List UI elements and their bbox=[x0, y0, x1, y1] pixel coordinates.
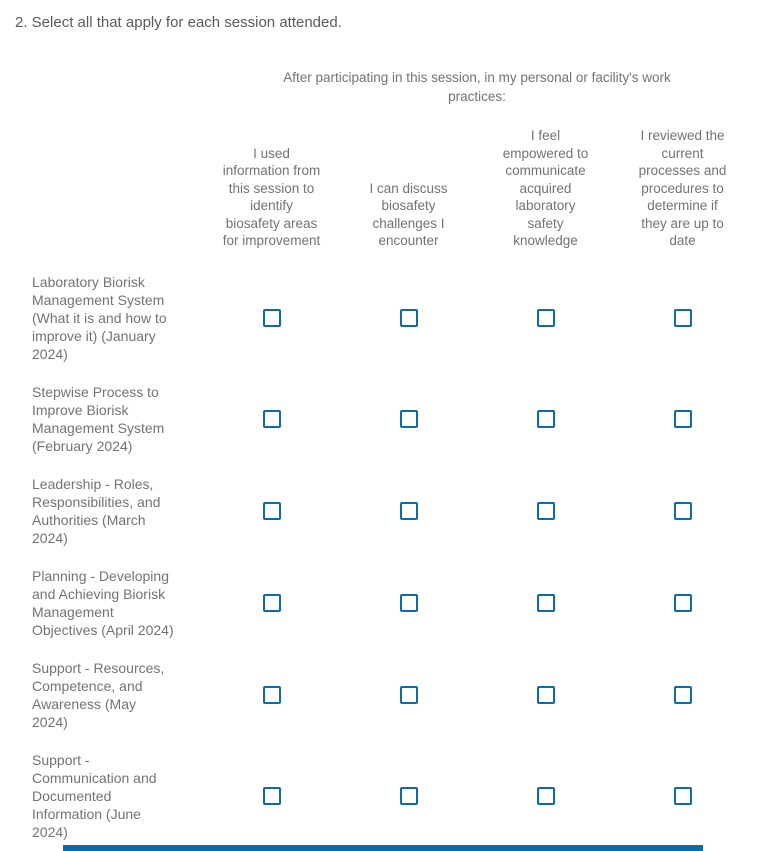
checkbox-row4-col1[interactable] bbox=[262, 593, 281, 612]
session-label-6: Support - Communication and Documented I… bbox=[32, 751, 157, 840]
checkbox-row2-col4[interactable] bbox=[673, 409, 692, 428]
checkbox-row4-col3[interactable] bbox=[536, 593, 555, 612]
checkbox-cell bbox=[203, 751, 340, 841]
session-label-2: Stepwise Process to Improve Biorisk Mana… bbox=[32, 383, 165, 454]
column-header-3: I feel empowered to communicate acquired… bbox=[502, 128, 589, 248]
checkbox-cell bbox=[614, 475, 751, 547]
checkbox-cell bbox=[340, 659, 477, 731]
checkbox-row5-col1[interactable] bbox=[262, 685, 281, 704]
checkbox-cell bbox=[203, 567, 340, 639]
checkbox-cell bbox=[477, 383, 614, 455]
checkbox-row3-col3[interactable] bbox=[536, 501, 555, 520]
session-label-5: Support - Resources, Competence, and Awa… bbox=[32, 659, 165, 730]
matrix-row-4: Planning - Developing and Achieving Bior… bbox=[32, 567, 768, 639]
checkbox-cell bbox=[203, 383, 340, 455]
checkbox-cell bbox=[340, 751, 477, 841]
checkbox-row5-col4[interactable] bbox=[673, 685, 692, 704]
checkbox-cell bbox=[614, 659, 751, 731]
session-label-4: Planning - Developing and Achieving Bior… bbox=[32, 567, 174, 638]
checkbox-cell bbox=[340, 273, 477, 363]
checkbox-cell bbox=[340, 475, 477, 547]
checkbox-cell bbox=[614, 751, 751, 841]
checkbox-cell bbox=[203, 475, 340, 547]
matrix-row-6: Support - Communication and Documented I… bbox=[32, 751, 768, 841]
session-label-3: Leadership - Roles, Responsibilities, an… bbox=[32, 475, 161, 546]
column-header-4: I reviewed the current processes and pro… bbox=[638, 128, 727, 248]
checkbox-row2-col1[interactable] bbox=[262, 409, 281, 428]
column-header-1: I used information from this session to … bbox=[222, 145, 321, 249]
checkbox-row3-col4[interactable] bbox=[673, 501, 692, 520]
checkbox-row1-col1[interactable] bbox=[262, 308, 281, 327]
checkbox-row6-col4[interactable] bbox=[673, 786, 692, 805]
checkbox-row3-col2[interactable] bbox=[399, 501, 418, 520]
checkbox-row4-col2[interactable] bbox=[399, 593, 418, 612]
checkbox-cell bbox=[340, 383, 477, 455]
checkbox-row1-col4[interactable] bbox=[673, 308, 692, 327]
checkbox-row4-col4[interactable] bbox=[673, 593, 692, 612]
column-header-2: I can discuss biosafety challenges I enc… bbox=[369, 180, 448, 249]
checkbox-cell bbox=[203, 273, 340, 363]
checkbox-row3-col1[interactable] bbox=[262, 501, 281, 520]
checkbox-cell bbox=[203, 659, 340, 731]
checkbox-cell bbox=[477, 659, 614, 731]
matrix-row-1: Laboratory Biorisk Management System (Wh… bbox=[32, 273, 768, 363]
checkbox-cell bbox=[477, 567, 614, 639]
corner-spacer bbox=[32, 68, 203, 106]
next-element-partial bbox=[63, 845, 703, 851]
session-label-1: Laboratory Biorisk Management System (Wh… bbox=[32, 273, 167, 362]
checkbox-cell bbox=[477, 475, 614, 547]
checkbox-cell bbox=[614, 273, 751, 363]
checkbox-cell bbox=[477, 751, 614, 841]
matrix-row-2: Stepwise Process to Improve Biorisk Mana… bbox=[32, 383, 768, 455]
matrix-header-row: I used information from this session to … bbox=[32, 127, 768, 250]
checkbox-cell bbox=[614, 383, 751, 455]
corner-spacer bbox=[32, 127, 203, 250]
checkbox-cell bbox=[340, 567, 477, 639]
checkbox-row6-col3[interactable] bbox=[536, 786, 555, 805]
checkbox-row6-col2[interactable] bbox=[399, 786, 418, 805]
checkbox-row1-col2[interactable] bbox=[399, 308, 418, 327]
matrix-table: After participating in this session, in … bbox=[32, 68, 768, 841]
question-title: 2. Select all that apply for each sessio… bbox=[15, 14, 342, 31]
checkbox-cell bbox=[614, 567, 751, 639]
matrix-row-5: Support - Resources, Competence, and Awa… bbox=[32, 659, 768, 731]
checkbox-row5-col2[interactable] bbox=[399, 685, 418, 704]
matrix-row-3: Leadership - Roles, Responsibilities, an… bbox=[32, 475, 768, 547]
checkbox-row5-col3[interactable] bbox=[536, 685, 555, 704]
checkbox-row1-col3[interactable] bbox=[536, 308, 555, 327]
checkbox-row2-col3[interactable] bbox=[536, 409, 555, 428]
checkbox-row6-col1[interactable] bbox=[262, 786, 281, 805]
checkbox-row2-col2[interactable] bbox=[399, 409, 418, 428]
checkbox-cell bbox=[477, 273, 614, 363]
matrix-statement-row: After participating in this session, in … bbox=[32, 68, 768, 106]
matrix-statement: After participating in this session, in … bbox=[283, 70, 671, 104]
